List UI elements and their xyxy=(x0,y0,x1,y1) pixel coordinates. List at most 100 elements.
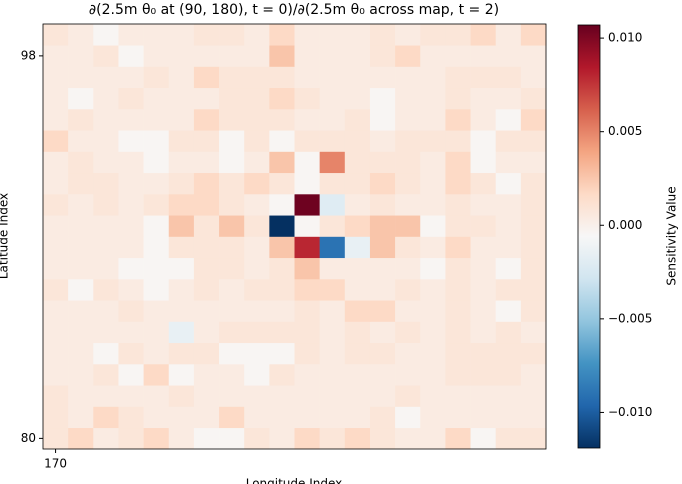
heat-cell xyxy=(395,364,421,386)
heat-cell xyxy=(470,300,496,322)
heat-cell xyxy=(168,427,195,450)
heat-cell xyxy=(244,300,270,322)
heat-cell xyxy=(520,66,547,89)
heat-cell xyxy=(369,300,396,322)
heat-cell xyxy=(193,236,220,259)
heat-cell xyxy=(43,385,69,407)
heat-cell xyxy=(93,66,119,89)
heat-cell xyxy=(495,45,522,67)
heat-cell xyxy=(520,24,547,46)
heat-cell xyxy=(244,342,270,365)
heat-cell xyxy=(294,342,320,365)
heat-cell xyxy=(495,66,522,89)
heat-cell xyxy=(68,66,94,89)
heat-cell xyxy=(193,257,220,280)
heat-cell xyxy=(470,130,496,152)
heat-cell xyxy=(445,215,471,237)
heat-cell xyxy=(420,215,446,237)
heat-cell xyxy=(395,87,421,110)
heat-cell xyxy=(193,151,220,174)
heat-cell xyxy=(168,45,195,67)
heat-cell xyxy=(219,406,245,429)
heat-cell xyxy=(93,45,119,67)
heat-cell xyxy=(68,194,94,216)
heat-cell xyxy=(143,406,170,429)
heat-cell xyxy=(369,427,396,450)
heat-cell xyxy=(93,406,119,429)
heat-cell xyxy=(369,151,396,174)
heat-cell xyxy=(269,45,295,67)
heat-cell xyxy=(68,257,94,280)
heat-cell xyxy=(470,151,496,174)
heat-cell xyxy=(43,172,69,195)
heat-cell xyxy=(43,406,69,429)
heat-cell xyxy=(193,215,220,237)
heat-cell xyxy=(344,385,371,407)
heat-cell xyxy=(118,109,144,131)
heat-cell xyxy=(420,385,446,407)
heat-cell xyxy=(244,257,270,280)
heat-cell xyxy=(294,151,320,174)
heat-cell xyxy=(495,194,522,216)
heat-cell xyxy=(495,257,522,280)
heat-cell xyxy=(68,342,94,365)
heat-cell xyxy=(319,194,346,216)
heat-cell xyxy=(294,406,320,429)
heat-cell xyxy=(420,300,446,322)
heat-cell xyxy=(219,109,245,131)
heat-cell xyxy=(68,321,94,344)
heat-cell xyxy=(168,342,195,365)
heat-cell xyxy=(43,300,69,322)
heat-cell xyxy=(193,87,220,110)
heat-cell xyxy=(269,130,295,152)
heat-cell xyxy=(244,427,270,450)
heat-cell xyxy=(445,236,471,259)
heat-cell xyxy=(495,364,522,386)
heat-cell xyxy=(244,130,270,152)
heat-cell xyxy=(344,66,371,89)
heat-cell xyxy=(68,87,94,110)
heat-cell xyxy=(118,364,144,386)
heat-cell xyxy=(520,279,547,301)
heat-cell xyxy=(344,87,371,110)
heat-cell xyxy=(43,342,69,365)
heat-cell xyxy=(68,45,94,67)
heat-cell xyxy=(369,172,396,195)
heat-cell xyxy=(143,427,170,450)
heat-cell xyxy=(369,364,396,386)
heat-cell xyxy=(294,45,320,67)
heat-cell xyxy=(294,172,320,195)
heat-cell xyxy=(269,194,295,216)
colorbar-label: Sensitivity Value xyxy=(665,186,679,285)
heat-cell xyxy=(269,87,295,110)
heat-cell xyxy=(168,87,195,110)
heat-cell xyxy=(219,342,245,365)
heat-cell xyxy=(445,130,471,152)
heat-cell xyxy=(520,109,547,131)
heat-cell xyxy=(193,109,220,131)
heat-cell xyxy=(269,385,295,407)
heat-cell xyxy=(68,300,94,322)
heat-cell xyxy=(319,215,346,237)
heat-cell xyxy=(219,130,245,152)
heat-cell xyxy=(193,279,220,301)
heat-cell xyxy=(445,342,471,365)
heat-cell xyxy=(193,194,220,216)
heat-cell xyxy=(420,45,446,67)
heat-cell xyxy=(369,342,396,365)
heat-cell xyxy=(93,194,119,216)
heat-cell xyxy=(294,24,320,46)
y-tick-label: 98 xyxy=(21,48,36,62)
heat-cell xyxy=(395,385,421,407)
heat-cell xyxy=(520,215,547,237)
heat-cell xyxy=(470,364,496,386)
heat-cell xyxy=(420,194,446,216)
heat-cell xyxy=(495,130,522,152)
heat-cell xyxy=(319,172,346,195)
heat-cell xyxy=(219,385,245,407)
heat-cell xyxy=(344,364,371,386)
heat-cell xyxy=(319,151,346,174)
heat-cell xyxy=(193,342,220,365)
heat-cell xyxy=(269,321,295,344)
heat-cell xyxy=(244,109,270,131)
